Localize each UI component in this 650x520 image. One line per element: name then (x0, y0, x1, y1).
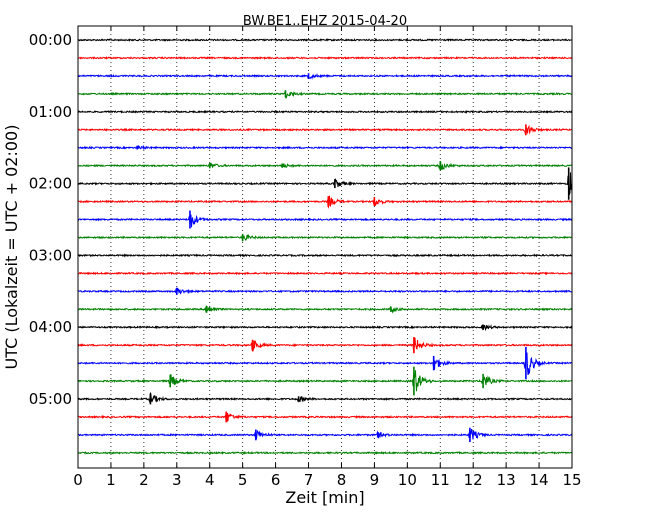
x-axis-label: Zeit [min] (285, 488, 364, 507)
chart-title: BW.BE1..EHZ 2015-04-20 (243, 14, 407, 29)
seismic-trace (77, 195, 573, 209)
y-tick-label: 02:00 (29, 175, 72, 193)
x-tick-label: 2 (139, 471, 149, 489)
x-tick-label: 4 (205, 471, 215, 489)
seismic-trace (77, 271, 573, 276)
seismic-trace (77, 352, 573, 375)
x-tick-label: 9 (370, 471, 380, 489)
y-tick-label: 05:00 (29, 390, 72, 408)
seismic-trace (77, 109, 573, 114)
seismic-trace (77, 73, 573, 80)
seismic-trace (77, 370, 573, 392)
x-tick-label: 3 (172, 471, 182, 489)
x-tick-label: 6 (271, 471, 281, 489)
seismic-trace (77, 91, 573, 99)
x-tick-label: 14 (530, 471, 549, 489)
y-tick-label: 04:00 (29, 318, 72, 336)
x-tick-label: 8 (337, 471, 347, 489)
x-tick-label: 7 (304, 471, 314, 489)
x-tick-label: 13 (497, 471, 516, 489)
x-tick-label: 12 (464, 471, 483, 489)
x-tick-label: 10 (398, 471, 417, 489)
plot-frame (77, 25, 573, 469)
seismic-trace (77, 160, 573, 171)
seismic-trace (77, 172, 573, 195)
seismic-trace (77, 412, 573, 423)
seismic-trace (77, 392, 573, 404)
seismic-trace (77, 253, 573, 258)
seismic-trace (77, 55, 573, 60)
seismic-trace (77, 233, 573, 242)
seismic-trace (77, 450, 573, 455)
seismic-trace (77, 144, 573, 151)
seismic-trace (77, 214, 573, 228)
seismic-trace (77, 337, 573, 352)
x-tick-label: 5 (238, 471, 248, 489)
seismic-trace (77, 428, 573, 442)
y-tick-label: 03:00 (29, 246, 72, 264)
seismic-trace (77, 287, 573, 295)
seismic-trace (77, 324, 573, 332)
tick-layer: 0 1 2 3 4 5 6 7 8 9 10 11 12 13 14 1500:0001:0002:0003:… (29, 26, 582, 489)
seismic-trace (77, 124, 573, 136)
x-tick-label: 0 (73, 471, 83, 489)
x-tick-label: 1 (106, 471, 116, 489)
y-tick-label: 00:00 (29, 31, 72, 49)
grid-layer (110, 26, 540, 468)
y-tick-label: 01:00 (29, 103, 72, 121)
x-tick-label: 15 (562, 471, 581, 489)
seismic-trace (77, 305, 573, 314)
x-tick-label: 11 (431, 471, 450, 489)
trace-layer (77, 37, 573, 455)
seismic-trace (77, 37, 573, 42)
y-axis-label: UTC (Lokalzeit = UTC + 02:00) (2, 125, 21, 370)
